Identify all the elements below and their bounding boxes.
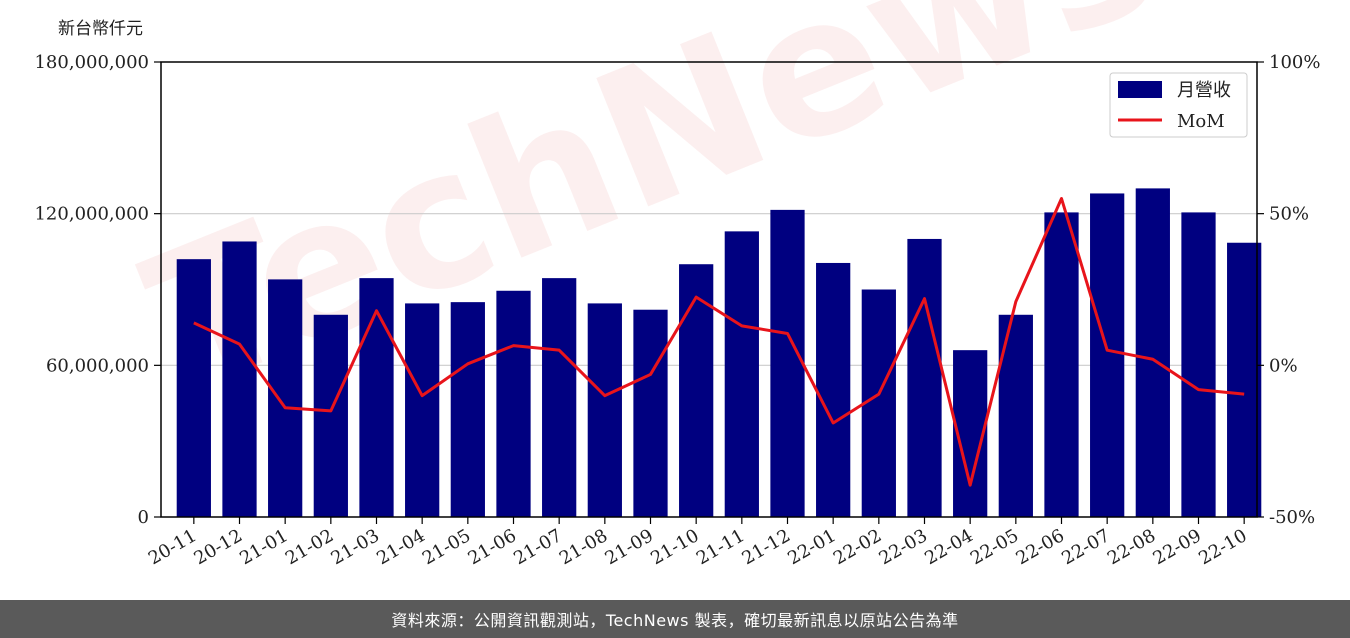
x-tick-label: 21-10 <box>647 525 702 569</box>
right-tick-label: 100% <box>1269 52 1320 73</box>
bar-21-04 <box>405 303 440 517</box>
x-tick-label: 22-03 <box>876 525 931 569</box>
right-tick-label: 50% <box>1269 204 1309 225</box>
bar-21-02 <box>313 314 348 517</box>
bar-20-11 <box>176 259 211 517</box>
legend: 月營收 MoM <box>1109 72 1248 138</box>
x-tick-label: 22-04 <box>921 525 976 569</box>
bar-22-06 <box>1044 212 1079 517</box>
x-tick-label: 20-11 <box>145 525 200 569</box>
bar-21-09 <box>633 309 668 517</box>
x-tick-label: 21-11 <box>693 525 748 569</box>
x-tick-label: 22-07 <box>1058 525 1113 569</box>
legend-bar-label: 月營收 <box>1177 80 1231 101</box>
x-tick-label: 21-01 <box>236 525 291 569</box>
mom-line <box>193 197 1245 487</box>
x-tick-label: 22-10 <box>1195 525 1250 569</box>
bar-22-09 <box>1181 212 1216 517</box>
x-tick-label: 21-03 <box>328 525 383 569</box>
legend-line-label: MoM <box>1177 111 1225 132</box>
y-axis-unit-label: 新台幣仟元 <box>58 19 143 39</box>
bar-22-01 <box>816 262 851 517</box>
source-footer: 資料來源：公開資訊觀測站，TechNews 製表，確切最新訊息以原站公告為準 <box>0 600 1350 638</box>
bar-21-08 <box>587 303 622 517</box>
x-tick-label: 20-12 <box>191 525 246 569</box>
x-tick-label: 22-08 <box>1104 525 1159 569</box>
x-tick-label: 21-09 <box>602 525 657 569</box>
x-tick-label: 22-09 <box>1150 525 1205 569</box>
bar-22-02 <box>861 289 896 517</box>
bar-21-03 <box>359 278 394 517</box>
bar-series <box>176 188 1262 517</box>
x-tick-label: 21-02 <box>282 525 337 569</box>
plot-frame <box>160 61 1258 518</box>
legend-bar-swatch <box>1118 81 1162 98</box>
x-tick-label: 22-01 <box>784 525 839 569</box>
revenue-chart: 0 60,000,000 120,000,000 180,000,000 -50% 0%… <box>34 52 1320 569</box>
bar-21-05 <box>450 302 485 517</box>
left-y-axis: 0 60,000,000 120,000,000 180,000,000 <box>34 52 161 528</box>
x-tick-label: 21-06 <box>465 525 520 569</box>
right-y-axis: -50% 0% 50% 100% <box>1257 52 1320 528</box>
right-tick-label: 0% <box>1269 355 1298 376</box>
x-axis: 20-1120-1221-0121-0221-0321-0421-0521-06… <box>145 517 1251 569</box>
left-tick-label: 180,000,000 <box>34 52 149 73</box>
x-tick-label: 22-02 <box>830 525 885 569</box>
bar-22-03 <box>907 238 942 517</box>
left-tick-label: 120,000,000 <box>34 204 149 225</box>
x-tick-label: 22-06 <box>1013 525 1068 569</box>
bar-22-07 <box>1090 193 1125 517</box>
x-tick-label: 21-07 <box>510 525 565 569</box>
bar-21-11 <box>724 231 759 517</box>
bar-21-12 <box>770 209 805 517</box>
mom-line-series <box>193 197 1245 487</box>
bar-22-08 <box>1135 188 1170 517</box>
x-tick-label: 21-12 <box>739 525 794 569</box>
left-tick-label: 60,000,000 <box>46 355 149 376</box>
left-tick-label: 0 <box>138 507 149 528</box>
x-tick-label: 21-04 <box>373 525 428 569</box>
x-tick-label: 21-05 <box>419 525 474 569</box>
bar-20-12 <box>222 241 257 517</box>
bar-21-07 <box>542 278 577 517</box>
bar-21-06 <box>496 290 531 517</box>
bar-21-01 <box>268 279 303 517</box>
right-tick-label: -50% <box>1269 507 1315 528</box>
bar-21-10 <box>679 264 714 517</box>
bar-22-10 <box>1227 242 1262 517</box>
x-tick-label: 21-08 <box>556 525 611 569</box>
x-tick-label: 22-05 <box>967 525 1022 569</box>
